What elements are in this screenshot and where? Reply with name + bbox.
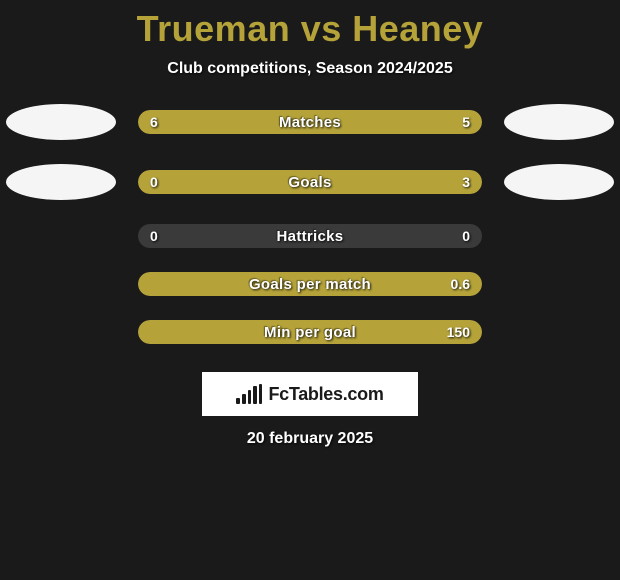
stat-row: 6Matches5 [0,104,620,140]
stat-value-right: 0 [462,224,470,248]
stat-row: Goals per match0.6 [0,272,620,296]
player-right-badge [504,104,614,140]
logo-text: FcTables.com [268,384,383,405]
bar-fill [138,170,482,194]
stat-bar: 0Goals3 [138,170,482,194]
comparison-widget: Trueman vs Heaney Club competitions, Sea… [0,0,620,448]
stat-row: Min per goal150 [0,320,620,344]
stat-value-left: 0 [150,224,158,248]
bar-chart-icon [236,384,262,404]
page-title: Trueman vs Heaney [0,8,620,50]
date-label: 20 february 2025 [0,430,620,448]
player-right-badge [504,164,614,200]
bars-container: 6Matches5 0Goals3 0Hattricks0 Goals per mat… [0,104,620,344]
stat-bar: 0Hattricks0 [138,224,482,248]
stat-bar: Min per goal150 [138,320,482,344]
player-left-badge [6,104,116,140]
stat-bar: 6Matches5 [138,110,482,134]
stat-label: Hattricks [138,224,482,248]
stat-row: 0Goals3 [0,164,620,200]
player-left-badge [6,164,116,200]
subtitle: Club competitions, Season 2024/2025 [0,60,620,78]
bar-fill-right [138,272,482,296]
stat-bar: Goals per match0.6 [138,272,482,296]
bar-fill [138,110,482,134]
logo-badge: FcTables.com [202,372,418,416]
stat-row: 0Hattricks0 [0,224,620,248]
bar-fill-right [138,320,482,344]
